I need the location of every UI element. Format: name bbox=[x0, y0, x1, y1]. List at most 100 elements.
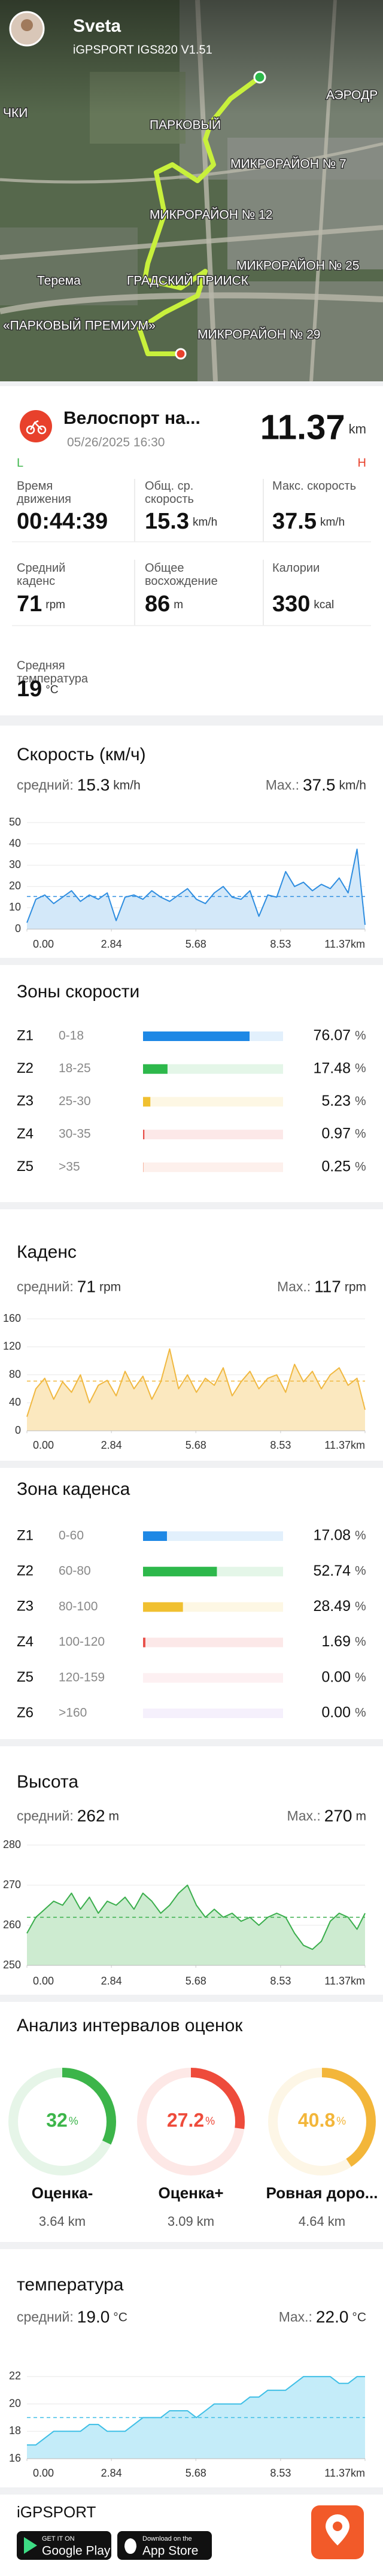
bike-wheel bbox=[26, 425, 35, 435]
y-tick-label: 20 bbox=[9, 880, 21, 892]
donut-distance-unit: km bbox=[197, 2214, 214, 2229]
zone-unit: % bbox=[355, 1094, 366, 1108]
x-tick-label: 2.84 bbox=[101, 1439, 122, 1451]
donut-arc bbox=[8, 2068, 116, 2176]
x-tick-label: 2.84 bbox=[101, 938, 122, 950]
zone-bar bbox=[143, 1637, 145, 1647]
zone-value: 0.00 bbox=[321, 1704, 351, 1721]
avg-value: 19.0 bbox=[77, 2307, 110, 2326]
max-unit: °C bbox=[352, 2311, 366, 2325]
zone-unit: % bbox=[355, 1564, 366, 1578]
sport-icon bbox=[20, 410, 52, 442]
y-tick-label: 0 bbox=[15, 923, 21, 934]
zone-range: 18-25 bbox=[59, 1061, 91, 1075]
x-tick-label: 0.00 bbox=[33, 1975, 54, 1987]
donut-arc bbox=[268, 2068, 376, 2176]
zone-value: 1.69 bbox=[321, 1633, 351, 1650]
y-tick-label: 280 bbox=[3, 1838, 21, 1850]
route-start bbox=[253, 71, 266, 84]
x-tick-label: 2.84 bbox=[101, 1975, 122, 1987]
max-unit: km/h bbox=[339, 779, 366, 793]
zone-value: 76.07 bbox=[313, 1027, 351, 1044]
stat-unit: km/h bbox=[193, 516, 217, 529]
stat-label: Макс. скорость bbox=[272, 480, 356, 493]
zone-range: 80-100 bbox=[59, 1600, 98, 1613]
zone-bar bbox=[143, 1602, 183, 1612]
avatar-face bbox=[21, 19, 33, 31]
zone-name: Z1 bbox=[17, 1527, 34, 1543]
donut-distance: 4.64 bbox=[299, 2214, 324, 2229]
area bbox=[27, 849, 365, 929]
zone-track bbox=[143, 1162, 283, 1172]
zone-name: Z2 bbox=[17, 1563, 34, 1579]
zone-track bbox=[143, 1130, 283, 1140]
y-tick-label: 50 bbox=[9, 816, 21, 828]
donut-distance-unit: km bbox=[328, 2214, 345, 2229]
max-value: 117 bbox=[314, 1277, 341, 1295]
map-shade bbox=[0, 0, 383, 381]
zone-name: Z5 bbox=[17, 1158, 34, 1175]
max-value: 270 bbox=[324, 1806, 352, 1825]
zone-name: Z4 bbox=[17, 1125, 34, 1142]
zone-value: 5.23 bbox=[321, 1093, 351, 1109]
zone-name: Z5 bbox=[17, 1669, 34, 1685]
route-end bbox=[175, 348, 187, 360]
store-small: Download on the bbox=[142, 2535, 192, 2542]
zone-track bbox=[143, 1709, 283, 1718]
zone-range: 30-35 bbox=[59, 1127, 91, 1141]
x-tick-label: 5.68 bbox=[186, 1439, 206, 1451]
avg-value: 262 bbox=[77, 1806, 105, 1825]
zone-unit: % bbox=[355, 1160, 366, 1173]
stat-label: Калории bbox=[272, 562, 320, 575]
zone-unit: % bbox=[355, 1061, 366, 1075]
zone-unit: % bbox=[355, 1600, 366, 1613]
scale-low: L bbox=[17, 456, 23, 469]
stat-unit: km/h bbox=[320, 516, 345, 529]
zone-bar bbox=[143, 1064, 168, 1074]
zone-unit: % bbox=[355, 1635, 366, 1649]
x-tick-label: 0.00 bbox=[33, 2467, 54, 2479]
store-small: GET IT ON bbox=[42, 2535, 75, 2542]
donut-value: 27.2 bbox=[167, 2109, 204, 2131]
card bbox=[0, 2002, 383, 2242]
max-label: Max.: bbox=[266, 777, 299, 793]
zone-unit: % bbox=[355, 1706, 366, 1720]
logo-dot bbox=[333, 2522, 342, 2531]
donut-name: Оценка+ bbox=[158, 2184, 223, 2202]
y-tick-label: 40 bbox=[9, 1396, 21, 1408]
zone-value: 0.00 bbox=[321, 1668, 351, 1685]
max-label: Max.: bbox=[279, 2309, 312, 2325]
stat-unit: kcal bbox=[314, 599, 334, 611]
zone-name: Z6 bbox=[17, 1704, 34, 1721]
zone-track bbox=[143, 1673, 283, 1683]
zone-unit: % bbox=[355, 1529, 366, 1543]
stat-label: Средний каденс bbox=[17, 562, 69, 588]
section-title: Зона каденса bbox=[17, 1479, 130, 1499]
activity-title: Велоспорт на... bbox=[63, 408, 200, 428]
section-title: температура bbox=[17, 2275, 124, 2295]
x-tick-label: 8.53 bbox=[270, 1975, 291, 1987]
stat-unit: °C bbox=[45, 684, 58, 696]
map-place: МИКРОРАЙОН № 7 bbox=[230, 157, 346, 171]
zone-value: 0.97 bbox=[321, 1125, 351, 1142]
route bbox=[137, 75, 262, 356]
zone-range: >160 bbox=[59, 1706, 87, 1720]
store-icon bbox=[24, 2537, 37, 2554]
x-tick-label: 8.53 bbox=[270, 2467, 291, 2479]
avg-value: 15.3 bbox=[77, 775, 110, 794]
donut-value: 32 bbox=[46, 2109, 68, 2131]
card bbox=[0, 1468, 383, 1739]
store-badge[interactable] bbox=[17, 2531, 111, 2560]
map-place: МИКРОРАЙОН № 29 bbox=[197, 327, 320, 342]
store-badge[interactable] bbox=[117, 2531, 212, 2560]
zone-range: >35 bbox=[59, 1160, 80, 1173]
donut-distance-unit: km bbox=[68, 2214, 86, 2229]
card bbox=[0, 965, 383, 1202]
avg-value: 71 bbox=[77, 1277, 96, 1295]
stat-value: 86 bbox=[145, 591, 170, 617]
zone-value: 17.48 bbox=[313, 1060, 351, 1076]
max-unit: rpm bbox=[345, 1281, 366, 1294]
stat-value: 330 bbox=[272, 591, 310, 617]
